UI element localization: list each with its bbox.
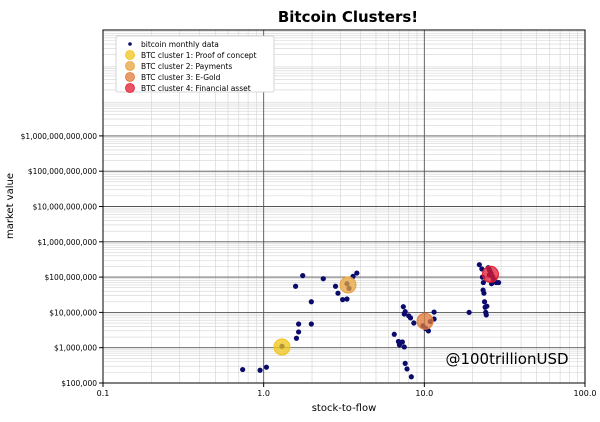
data-point — [293, 335, 300, 341]
data-point — [466, 309, 472, 315]
data-point — [308, 299, 314, 305]
data-point — [296, 329, 302, 335]
y-tick-label: $100,000 — [61, 379, 97, 388]
data-point — [344, 296, 350, 302]
data-point — [354, 270, 360, 276]
cluster-marker-2 — [339, 276, 357, 294]
chart-title: Bitcoin Clusters! — [278, 8, 418, 26]
legend-label-2: BTC cluster 2: Payments — [141, 62, 232, 71]
data-point — [480, 279, 486, 286]
x-axis-ticks: 0.1 1.0 10.0 100.0 — [97, 383, 597, 398]
legend-marker-0 — [128, 42, 132, 46]
data-point — [402, 360, 408, 366]
legend-marker-3 — [125, 72, 135, 82]
data-point — [263, 364, 270, 370]
data-point — [400, 304, 406, 310]
y-tick-label: $100,000,000 — [45, 273, 98, 282]
cluster-marker-3 — [416, 312, 434, 330]
y-axis-ticks: $100,000 $1,000,000 $10,000,000 $100,000,00… — [21, 132, 103, 388]
x-tick-label: 1.0 — [257, 389, 270, 398]
data-point — [391, 331, 397, 337]
y-tick-label: $1,000,000,000,000 — [21, 132, 98, 141]
data-point — [300, 273, 306, 279]
data-point — [411, 320, 417, 326]
data-point — [292, 283, 299, 289]
data-point — [404, 366, 410, 372]
data-point — [320, 276, 326, 282]
legend: bitcoin monthly data BTC cluster 1: Proof… — [115, 35, 275, 93]
legend-label-1: BTC cluster 1: Proof of concept — [141, 51, 257, 60]
data-point — [496, 279, 502, 286]
data-point — [335, 290, 341, 296]
data-point — [425, 328, 431, 334]
legend-label-0: bitcoin monthly data — [141, 40, 219, 49]
x-axis-label: stock-to-flow — [312, 403, 377, 414]
cluster-marker-4 — [481, 265, 499, 283]
y-axis-label: market value — [5, 173, 16, 239]
legend-box — [115, 35, 275, 93]
legend-marker-1 — [125, 50, 135, 60]
data-point — [332, 283, 339, 289]
data-point — [408, 374, 414, 380]
watermark-annotation: @100trillionUSD — [445, 350, 568, 368]
legend-label-4: BTC cluster 4: Financial asset — [141, 84, 251, 93]
data-point — [401, 344, 407, 350]
data-point — [240, 366, 246, 373]
y-tick-label: $10,000,000,000 — [33, 203, 98, 212]
data-point — [296, 321, 302, 327]
data-point — [480, 287, 486, 293]
data-point — [431, 309, 437, 315]
cluster-markers — [273, 265, 499, 356]
y-tick-label: $10,000,000 — [49, 308, 97, 317]
data-point — [481, 299, 488, 305]
data-point — [483, 312, 489, 318]
x-tick-label: 100.0 — [574, 389, 597, 398]
y-tick-label: $1,000,000,000 — [37, 238, 97, 247]
data-point — [257, 367, 263, 373]
x-tick-label: 10.0 — [415, 389, 433, 398]
y-tick-label: $100,000,000,000 — [28, 167, 97, 176]
legend-label-3: BTC cluster 3: E-Gold — [141, 73, 221, 82]
data-point — [407, 315, 414, 321]
data-point — [340, 297, 346, 303]
data-point — [484, 303, 490, 309]
data-point — [308, 321, 314, 327]
y-tick-label: $1,000,000 — [54, 344, 97, 353]
cluster-marker-1 — [273, 338, 291, 356]
data-point — [402, 309, 408, 315]
data-point — [399, 339, 405, 345]
data-point — [476, 262, 482, 268]
legend-marker-2 — [125, 61, 135, 71]
x-tick-label: 0.1 — [97, 389, 110, 398]
legend-marker-4 — [125, 83, 135, 93]
